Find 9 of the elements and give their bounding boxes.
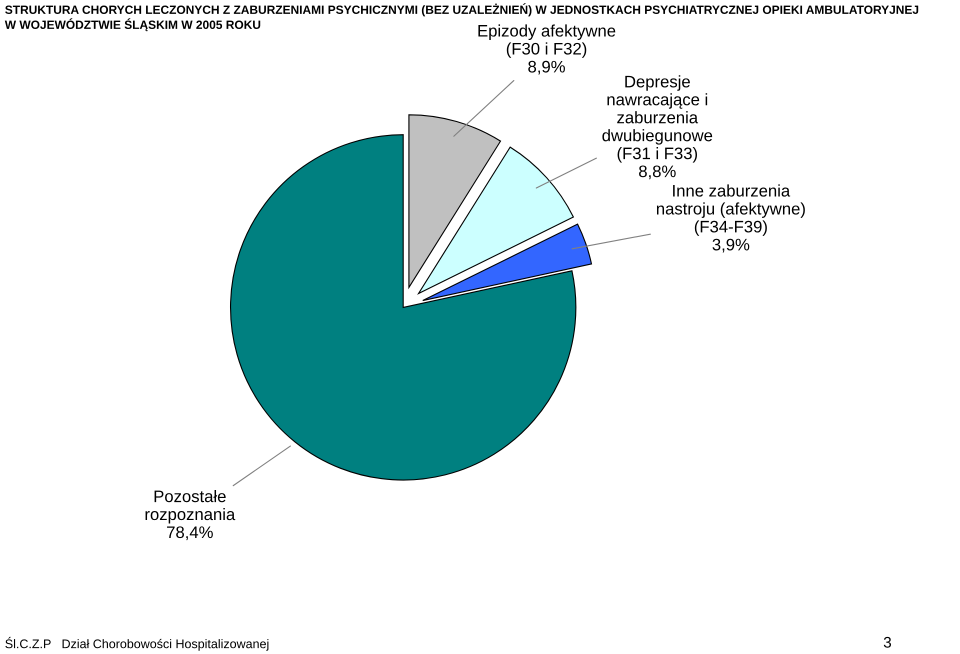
slice-label: Inne zaburzenia nastroju (afektywne) (F34-F39): [656, 184, 805, 236]
text: Śl.C.Z.P Dział Chorobowości Hospitalizowanej: [5, 636, 268, 651]
data-label: 8,8%: [639, 165, 676, 180]
data-label: 8,9%: [528, 60, 565, 75]
slice-label: Pozostałe rozpoznania: [146, 490, 236, 524]
data-label: 78,4%: [167, 526, 213, 540]
data-label: 3,9%: [712, 238, 750, 252]
text: 3: [884, 636, 892, 648]
slice-label: Depresje nawracające i zaburzenia dwubiegunowe (F31 i F33): [602, 75, 712, 163]
